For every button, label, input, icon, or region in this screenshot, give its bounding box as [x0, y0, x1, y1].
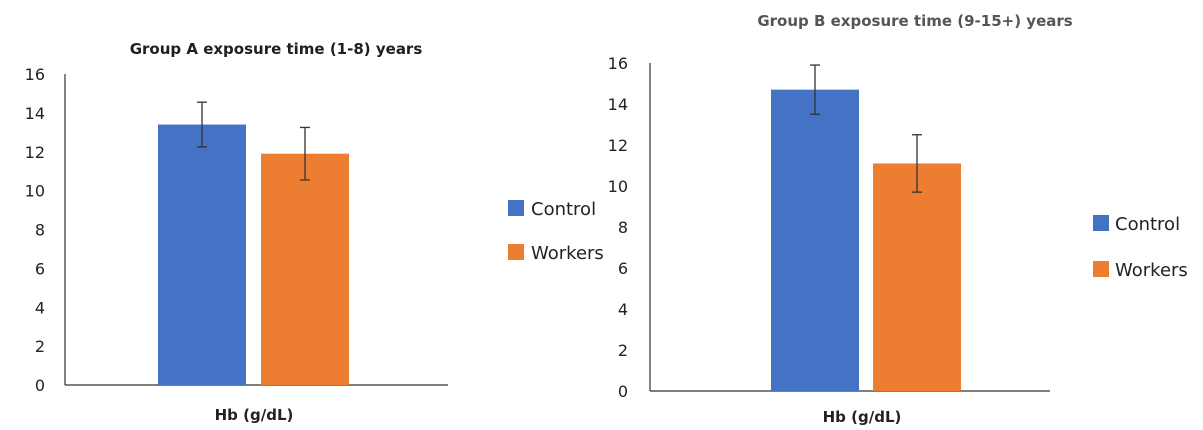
y-tick-label: 8 [35, 221, 45, 240]
y-tick-label: 14 [608, 95, 628, 114]
y-tick-label: 12 [608, 136, 628, 155]
bar-workers [873, 163, 961, 391]
y-tick-label: 16 [608, 54, 628, 73]
chart-title: Group A exposure time (1-8) years [130, 40, 423, 58]
legend-label-workers: Workers [1115, 260, 1188, 281]
bar-control [771, 89, 859, 392]
legend-swatch-control [1093, 215, 1109, 231]
y-tick-label: 10 [25, 182, 45, 201]
y-tick-label: 12 [25, 143, 45, 162]
bar-workers [261, 153, 349, 385]
chart-group-b: Group B exposure time (9-15+) years 0 2 4 6 8… [608, 12, 1188, 426]
y-tick-label: 8 [618, 218, 628, 237]
legend-swatch-control [508, 200, 524, 216]
y-tick-label: 10 [608, 177, 628, 196]
y-tick-label: 6 [35, 259, 45, 278]
legend-label-control: Control [531, 199, 596, 220]
y-tick-label: 14 [25, 104, 45, 123]
y-tick-label: 4 [35, 298, 45, 317]
y-tick-label: 6 [618, 259, 628, 278]
chart-title: Group B exposure time (9-15+) years [757, 12, 1072, 30]
y-tick-label: 2 [35, 337, 45, 356]
legend-label-workers: Workers [531, 243, 604, 264]
chart-group-a: Group A exposure time (1-8) years 0 2 4 6 8 10… [25, 40, 604, 424]
bar-control [158, 124, 246, 385]
legend-swatch-workers [508, 244, 524, 260]
y-tick-label: 0 [618, 382, 628, 401]
legend-swatch-workers [1093, 261, 1109, 277]
y-tick-label: 0 [35, 376, 45, 395]
y-tick-label: 16 [25, 65, 45, 84]
legend-label-control: Control [1115, 214, 1180, 235]
x-axis-label: Hb (g/dL) [215, 406, 294, 424]
x-axis-label: Hb (g/dL) [823, 408, 902, 426]
y-tick-label: 4 [618, 300, 628, 319]
y-tick-label: 2 [618, 341, 628, 360]
